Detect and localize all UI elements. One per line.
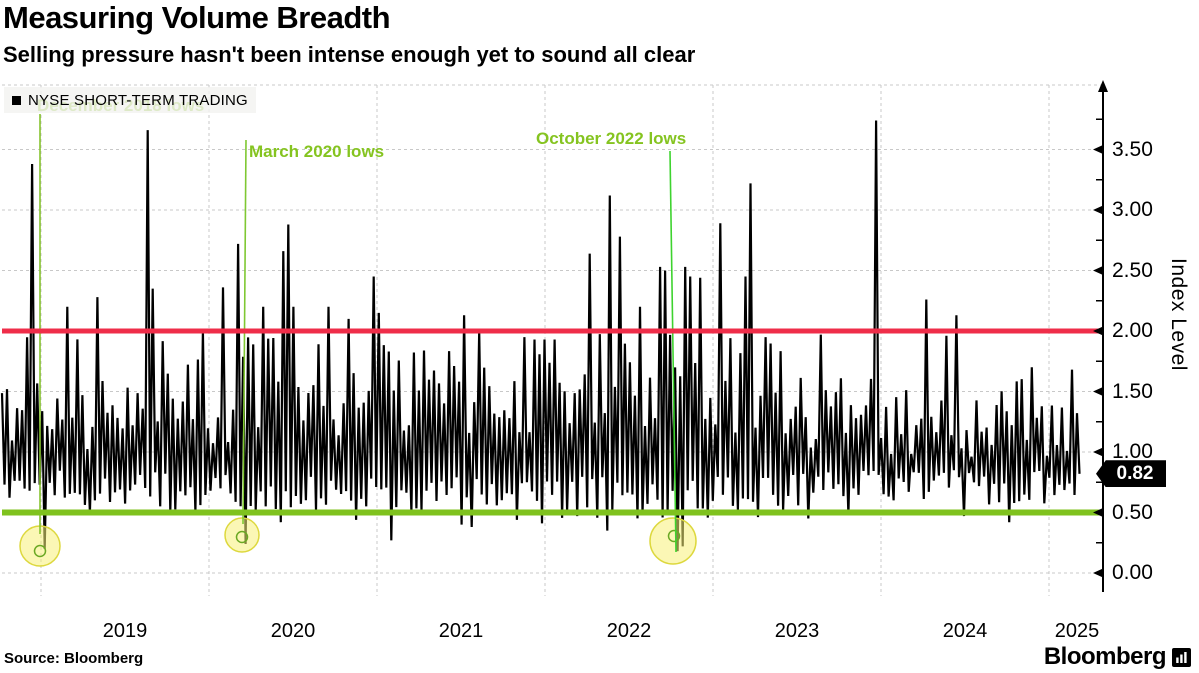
- y-tick-label: 3.50: [1112, 137, 1153, 161]
- annotation-label: October 2022 lows: [536, 129, 687, 148]
- bloomberg-branding: Bloomberg: [1044, 643, 1191, 671]
- source-note: Source: Bloomberg: [4, 650, 144, 667]
- annotation-label: March 2020 lows: [249, 142, 385, 161]
- x-year-label: 2020: [270, 620, 316, 642]
- x-year-label: 2022: [606, 620, 652, 642]
- y-tick-label: 3.00: [1112, 198, 1153, 221]
- x-year-label: 2021: [438, 620, 484, 642]
- bloomberg-wordmark: Bloomberg: [1043, 643, 1167, 670]
- y-tick-label: 1.00: [1112, 440, 1153, 463]
- x-year-label: 2019: [102, 620, 148, 642]
- last-value-badge: 0.82: [1096, 460, 1166, 488]
- chart-subtitle: Selling pressure hasn't been intense eno…: [3, 42, 696, 67]
- y-tick-label: 0.00: [1112, 561, 1153, 584]
- y-tick-label: 2.00: [1112, 319, 1153, 342]
- legend: NYSE SHORT-TERM TRADING: [4, 87, 256, 113]
- legend-swatch-icon: [12, 95, 21, 105]
- legend-series-label: NYSE SHORT-TERM TRADING: [28, 91, 248, 109]
- y-tick-label: 1.50: [1112, 379, 1153, 403]
- last-value-text: 0.82: [1116, 462, 1154, 484]
- y-tick-label: 0.50: [1112, 500, 1153, 524]
- page-title: Measuring Volume Breadth: [3, 0, 391, 35]
- x-year-label: 2023: [774, 620, 820, 642]
- x-year-label: 2025: [1054, 620, 1100, 642]
- y-axis-title: Index Level: [1167, 258, 1190, 371]
- bloomberg-terminal-icon: [1172, 647, 1191, 667]
- y-tick-label: 2.50: [1112, 258, 1153, 282]
- x-year-label: 2024: [942, 620, 988, 642]
